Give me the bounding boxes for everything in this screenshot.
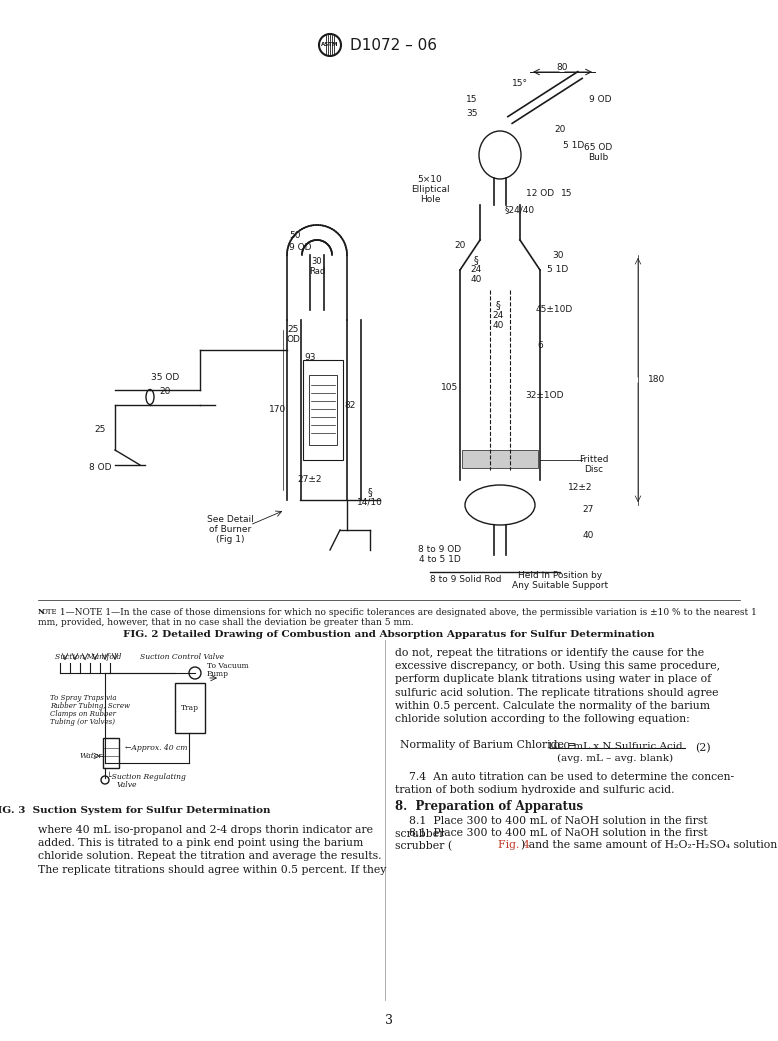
Bar [309,375,337,445]
Text: 65 OD: 65 OD [584,144,612,152]
Text: 105: 105 [441,383,458,392]
Text: 8 to 9 OD: 8 to 9 OD [419,545,461,555]
Text: 30: 30 [552,251,564,259]
Text: Fritted: Fritted [580,456,608,464]
Text: (avg. mL – avg. blank): (avg. mL – avg. blank) [557,754,673,763]
Bar [303,360,343,460]
Text: 45±10D: 45±10D [535,305,573,314]
Text: 40: 40 [492,321,503,330]
Text: 20: 20 [454,240,466,250]
Text: ) and the same amount of H₂O₂-H₂SO₄ solution: ) and the same amount of H₂O₂-H₂SO₄ solu… [521,840,777,850]
Text: where 40 mL iso-propanol and 2-4 drops thorin indicator are
added. This is titra: where 40 mL iso-propanol and 2-4 drops t… [38,826,387,874]
Text: Rad: Rad [309,268,325,277]
Text: 5 1D: 5 1D [563,141,584,150]
Text: 180: 180 [648,376,665,384]
Text: §: § [474,255,478,265]
Text: 7.4  An auto titration can be used to determine the concen-
tration of both sodi: 7.4 An auto titration can be used to det… [395,772,734,795]
Text: 40: 40 [471,276,482,284]
Text: 4 to 5 1D: 4 to 5 1D [419,556,461,564]
Text: §: § [367,487,373,497]
Text: 12 OD: 12 OD [526,188,554,198]
Text: FIG. 2 Detailed Drawing of Combustion and Absorption Apparatus for Sulfur Determ: FIG. 2 Detailed Drawing of Combustion an… [123,630,655,639]
Text: 24: 24 [492,310,503,320]
Text: 32±1OD: 32±1OD [526,390,564,400]
Text: 8 OD: 8 OD [89,463,111,473]
Text: Suction Control Valve: Suction Control Valve [140,653,224,661]
Text: Rubber Tubing, Screw: Rubber Tubing, Screw [50,702,130,710]
Text: 25: 25 [287,326,299,334]
Text: do not, repeat the titrations or identify the cause for the
excessive discrepanc: do not, repeat the titrations or identif… [395,648,720,723]
Text: ←Approx. 40 cm: ←Approx. 40 cm [125,744,187,752]
Text: 3: 3 [385,1014,393,1026]
Text: Any Suitable Support: Any Suitable Support [512,581,608,589]
Text: 12±2: 12±2 [568,483,592,492]
Text: (Fig 1): (Fig 1) [216,535,244,544]
Text: 10.0 mL x N Sulfuric Acid: 10.0 mL x N Sulfuric Acid [547,742,683,751]
Text: 40: 40 [582,531,594,539]
Text: 5×10: 5×10 [418,176,443,184]
Text: 80: 80 [556,64,568,73]
Text: Fig. 4: Fig. 4 [498,840,530,850]
Text: 82: 82 [345,401,356,409]
Text: Pump: Pump [207,670,229,678]
Text: 20: 20 [159,387,170,397]
Text: 24: 24 [471,265,482,275]
Text: Valve: Valve [117,781,138,789]
Text: 93: 93 [304,354,316,362]
Text: Clamps on Rubber: Clamps on Rubber [50,710,116,718]
Text: Suction Manifold: Suction Manifold [55,653,121,661]
Text: 35 OD: 35 OD [151,374,179,382]
Text: See Detail: See Detail [207,515,254,525]
Text: To Vacuum: To Vacuum [207,662,249,670]
Text: 170: 170 [269,406,286,414]
Bar [175,683,205,733]
Bar [103,738,119,768]
Text: mm, provided, however, that in no case shall the deviation be greater than 5 mm.: mm, provided, however, that in no case s… [38,618,414,627]
Text: ASTM: ASTM [321,43,338,48]
Text: 15: 15 [561,188,573,198]
Text: OTE: OTE [42,608,58,616]
Text: 25: 25 [94,426,106,434]
Text: 1—NOTE 1—In the case of those dimensions for which no specific tolerances are de: 1—NOTE 1—In the case of those dimensions… [57,608,757,617]
Text: 14/10: 14/10 [357,498,383,507]
Text: Hole: Hole [420,196,440,204]
Text: Tubing (or Valves): Tubing (or Valves) [50,718,115,726]
Text: 15°: 15° [512,78,528,87]
Text: N: N [38,608,45,616]
Text: 15: 15 [466,96,478,104]
Text: Disc: Disc [584,465,604,475]
Text: 50: 50 [289,230,301,239]
Text: D1072 – 06: D1072 – 06 [350,37,437,52]
Text: 6: 6 [537,340,543,350]
Text: 35: 35 [466,108,478,118]
Text: To Spray Traps via: To Spray Traps via [50,694,117,702]
Text: Held in Position by: Held in Position by [518,570,602,580]
Text: 30: 30 [312,257,322,266]
Text: 8.  Preparation of Apparatus: 8. Preparation of Apparatus [395,799,584,813]
Text: 8.1  Place 300 to 400 mL of NaOH solution in the first
scrubber (: 8.1 Place 300 to 400 mL of NaOH solution… [395,828,708,852]
Text: §24/40: §24/40 [505,205,535,214]
Text: Normality of Barium Chloride =: Normality of Barium Chloride = [400,740,576,750]
Text: 9 OD: 9 OD [589,96,612,104]
Text: 27±2: 27±2 [298,476,322,484]
Text: of Burner: of Burner [209,526,251,534]
Text: 8 to 9 Solid Rod: 8 to 9 Solid Rod [430,576,502,584]
Text: 20: 20 [554,126,566,134]
Text: Water: Water [80,752,103,760]
Text: 8.1  Place 300 to 400 mL of NaOH solution in the first
scrubber: 8.1 Place 300 to 400 mL of NaOH solution… [395,816,708,839]
Text: 9 OD: 9 OD [289,243,311,252]
Text: Bulb: Bulb [588,152,608,161]
Text: OD: OD [286,335,300,345]
Text: Trap: Trap [181,704,199,712]
Text: 5 1D: 5 1D [548,265,569,275]
Text: 27: 27 [582,506,594,514]
Bar [462,450,538,468]
Text: (2): (2) [695,743,710,753]
Text: FIG. 3  Suction System for Sulfur Determination: FIG. 3 Suction System for Sulfur Determi… [0,806,270,815]
Text: └Suction Regulating: └Suction Regulating [107,771,186,781]
Text: Elliptical: Elliptical [411,185,450,195]
Text: §: § [496,300,500,310]
